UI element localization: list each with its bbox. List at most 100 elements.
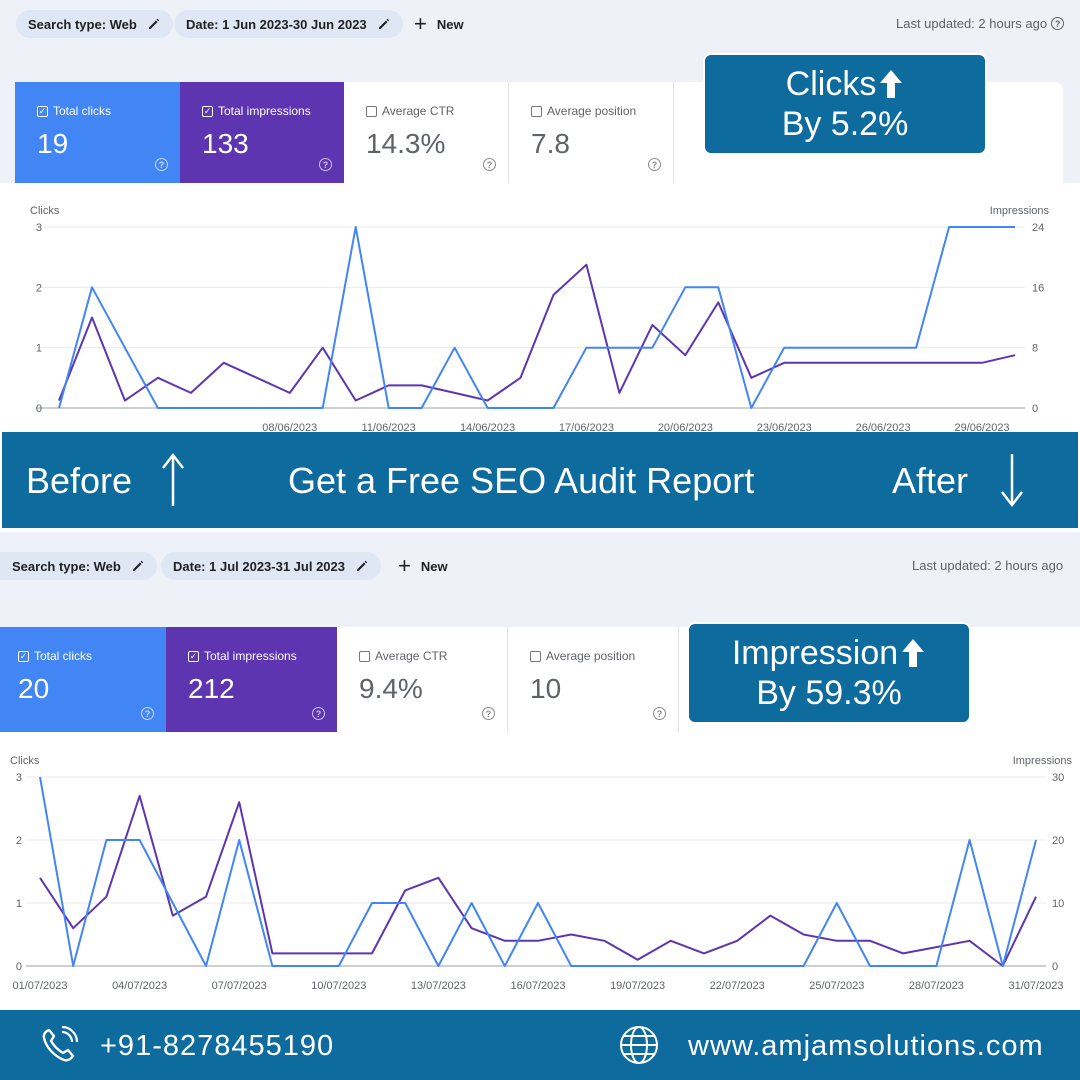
metric-label-text: Total clicks: [53, 104, 112, 118]
arrow-up-icon: [880, 70, 903, 98]
last-updated-text: Last updated: 2 hours ago: [896, 16, 1048, 31]
phone-number[interactable]: +91-8278455190: [100, 1030, 335, 1062]
cta-banner[interactable]: Before Get a Free SEO Audit Report After: [2, 432, 1078, 528]
impressions-series-line: [39, 794, 1037, 967]
y-tick-right: 30: [1052, 772, 1064, 784]
x-tick-label: 08/06/2023: [262, 422, 317, 432]
new-label: New: [420, 558, 448, 574]
new-label: New: [436, 16, 464, 32]
new-filter-button[interactable]: + New: [398, 552, 448, 580]
arrow-up-icon: [902, 639, 925, 667]
metric-value: 7.8: [531, 128, 570, 159]
metric-value: 14.3%: [366, 128, 446, 159]
y-tick-left: 3: [16, 772, 22, 784]
y-tick-right: 20: [1052, 835, 1064, 847]
metric-card-average-position[interactable]: Average position 7.8 ?: [509, 82, 674, 183]
metric-label: ✓ Total impressions: [202, 104, 311, 118]
x-tick-label: 13/07/2023: [411, 980, 466, 992]
clicks-series-line: [58, 226, 1015, 409]
callout-percent: By 5.2%: [781, 105, 909, 143]
y-axis-right-label: Impressions: [1013, 755, 1073, 767]
help-icon[interactable]: ?: [482, 707, 495, 720]
y-tick-right: 16: [1032, 282, 1044, 294]
pencil-icon: [148, 18, 160, 29]
y-axis-left-label: Clicks: [30, 205, 60, 217]
new-filter-button[interactable]: + New: [414, 10, 464, 38]
x-tick-label: 14/06/2023: [460, 422, 515, 432]
help-icon[interactable]: ?: [141, 707, 154, 720]
website-url[interactable]: www.amjamsolutions.com: [688, 1030, 1044, 1062]
contact-footer: +91-8278455190 www.amjamsolutions.com: [0, 1010, 1080, 1080]
search-type-chip[interactable]: Search type: Web: [16, 10, 173, 38]
y-tick-right: 0: [1032, 403, 1038, 415]
clicks-series-line: [39, 776, 1037, 967]
metric-card-average-ctr[interactable]: Average CTR 9.4% ?: [337, 627, 508, 732]
banner-cta-text[interactable]: Get a Free SEO Audit Report: [288, 460, 755, 501]
metric-label-text: Total impressions: [218, 104, 311, 118]
last-updated: Last updated: 2 hours ago ?: [896, 16, 1065, 31]
callout-percent: By 59.3%: [756, 674, 902, 712]
search-type-chip[interactable]: Search type: Web: [0, 552, 157, 580]
help-icon[interactable]: ?: [319, 158, 332, 171]
checkbox-checked-icon[interactable]: ✓: [202, 105, 213, 117]
x-tick-label: 10/07/2023: [311, 980, 366, 992]
metric-card-total-clicks[interactable]: ✓ Total clicks 19 ?: [15, 82, 180, 183]
help-icon[interactable]: ?: [653, 707, 666, 720]
help-icon[interactable]: ?: [312, 707, 325, 720]
before-performance-chart: Clicks Impressions 0 1 2 3 0 8 16 24 08/06/2023 11/…: [0, 183, 1080, 432]
metric-value: 133: [202, 128, 249, 159]
phone-icon: [42, 1025, 79, 1062]
plus-icon: +: [398, 553, 411, 578]
date-range-chip[interactable]: Date: 1 Jun 2023-30 Jun 2023: [174, 10, 403, 38]
metric-value: 20: [18, 673, 50, 704]
x-tick-label: 17/06/2023: [559, 422, 614, 432]
y-tick-left: 0: [36, 403, 42, 415]
pencil-icon: [378, 18, 389, 29]
checkbox-unchecked-icon[interactable]: [530, 650, 541, 662]
x-tick-label: 25/07/2023: [809, 980, 864, 992]
y-tick-right: 0: [1052, 961, 1058, 973]
metric-card-average-ctr[interactable]: Average CTR 14.3% ?: [344, 82, 509, 183]
metric-card-total-clicks[interactable]: ✓ Total clicks 20 ?: [0, 627, 166, 732]
checkbox-checked-icon[interactable]: ✓: [18, 650, 29, 662]
checkbox-checked-icon[interactable]: ✓: [37, 105, 48, 117]
help-icon[interactable]: ?: [648, 158, 661, 171]
help-icon[interactable]: ?: [155, 158, 168, 171]
x-tick-label: 11/06/2023: [362, 422, 416, 432]
metric-label-text: Average position: [547, 104, 637, 118]
checkbox-unchecked-icon[interactable]: [366, 105, 377, 117]
y-tick-left: 1: [16, 898, 22, 910]
last-updated-text: Last updated: 2 hours ago: [912, 558, 1064, 573]
impressions-series-line: [58, 263, 1016, 402]
x-tick-label: 20/06/2023: [658, 422, 713, 432]
checkbox-checked-icon[interactable]: ✓: [188, 650, 199, 662]
callout-title: Impression: [731, 634, 899, 672]
y-tick-left: 2: [36, 282, 42, 294]
x-tick-label: 16/07/2023: [510, 980, 565, 992]
help-icon[interactable]: ?: [483, 158, 496, 171]
x-tick-label: 26/06/2023: [856, 422, 911, 432]
metric-card-average-position[interactable]: Average position 10 ?: [508, 627, 679, 732]
x-tick-label: 04/07/2023: [112, 980, 167, 992]
metric-card-total-impressions[interactable]: ✓ Total impressions 133 ?: [180, 82, 344, 183]
clicks-increase-callout: Clicks By 5.2%: [703, 53, 987, 155]
metric-label: Average CTR: [359, 649, 447, 663]
metric-label: Average position: [530, 649, 635, 663]
metric-value: 212: [188, 673, 235, 704]
metric-label-text: Average CTR: [375, 649, 448, 663]
search-type-label: Search type: Web: [12, 558, 121, 574]
globe-icon: [620, 1026, 658, 1064]
help-icon[interactable]: ?: [1051, 17, 1065, 30]
metric-label: ✓ Total clicks: [37, 104, 111, 118]
metric-label: Average position: [531, 104, 636, 118]
date-range-label: Date: 1 Jul 2023-31 Jul 2023: [173, 558, 345, 574]
metric-card-total-impressions[interactable]: ✓ Total impressions 212 ?: [166, 627, 337, 732]
metric-value: 9.4%: [359, 673, 423, 704]
checkbox-unchecked-icon[interactable]: [531, 105, 542, 117]
checkbox-unchecked-icon[interactable]: [359, 650, 370, 662]
date-range-chip[interactable]: Date: 1 Jul 2023-31 Jul 2023: [161, 552, 381, 580]
y-tick-right: 8: [1032, 343, 1038, 355]
metric-label: ✓ Total clicks: [18, 649, 92, 663]
y-tick-left: 3: [36, 222, 42, 234]
